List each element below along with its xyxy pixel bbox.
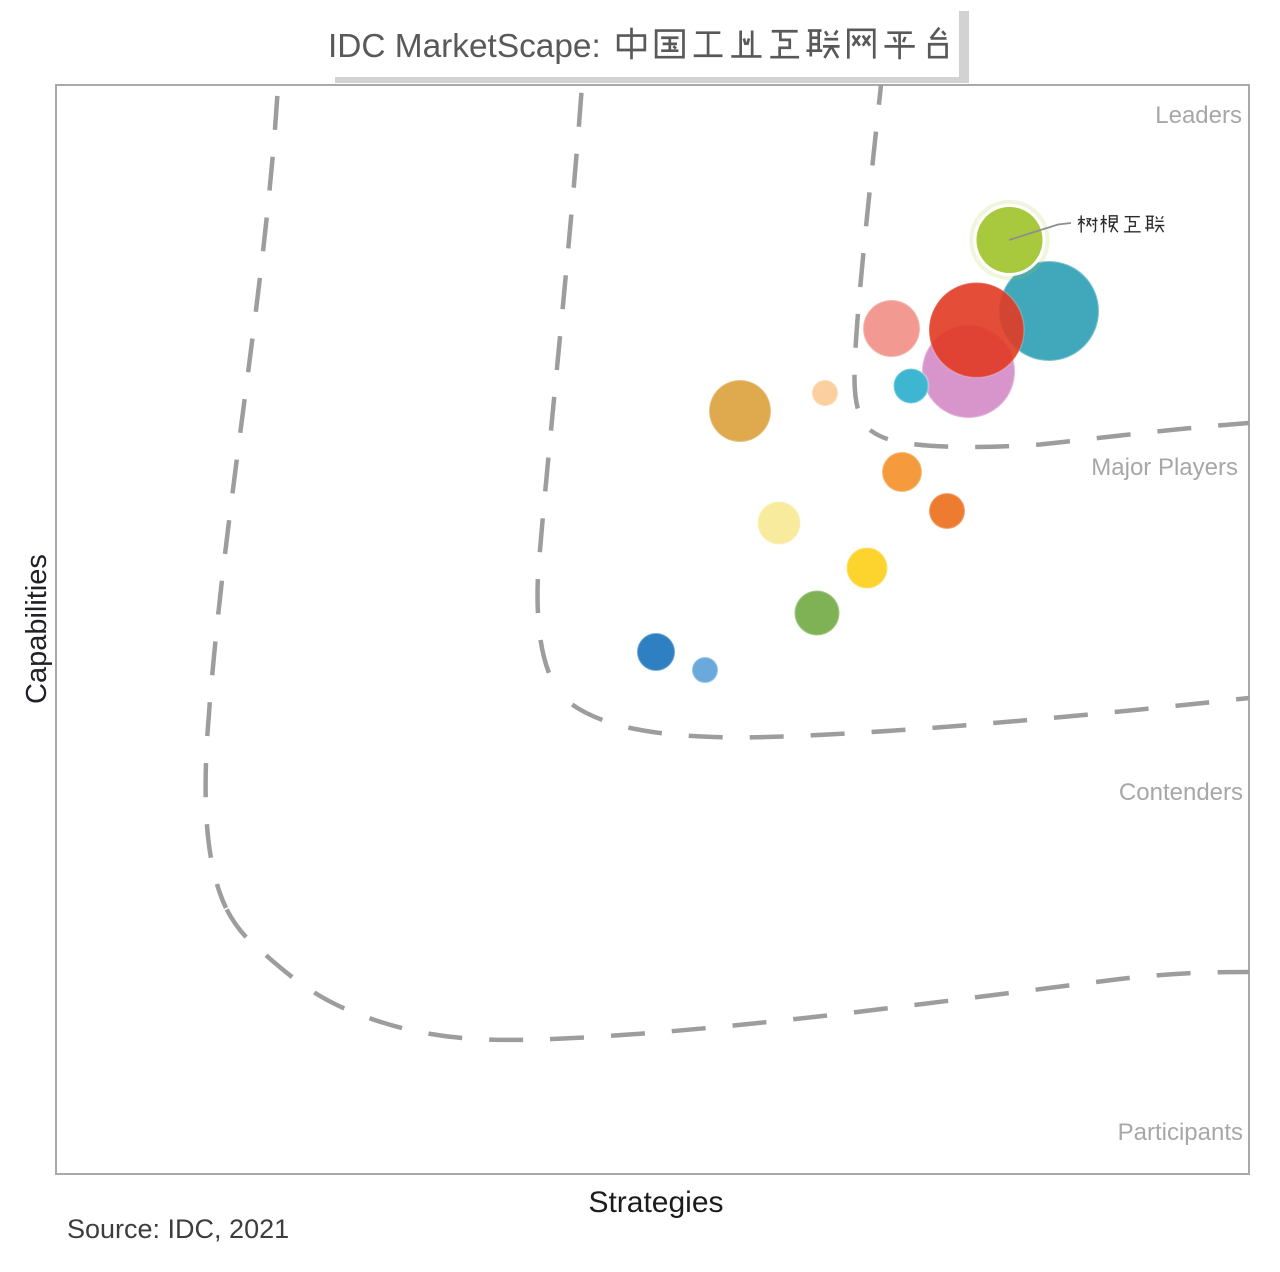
svg-text:Participants: Participants	[1118, 1119, 1243, 1146]
svg-text:Major Players: Major Players	[1091, 454, 1238, 481]
svg-text:Capabilities: Capabilities	[21, 554, 53, 704]
svg-text:Strategies: Strategies	[588, 1186, 723, 1219]
svg-text:Leaders: Leaders	[1155, 102, 1242, 129]
svg-text:Contenders: Contenders	[1119, 779, 1243, 806]
svg-text:IDC MarketScape:: IDC MarketScape:	[328, 28, 601, 65]
svg-text:Source: IDC, 2021: Source: IDC, 2021	[67, 1214, 289, 1244]
